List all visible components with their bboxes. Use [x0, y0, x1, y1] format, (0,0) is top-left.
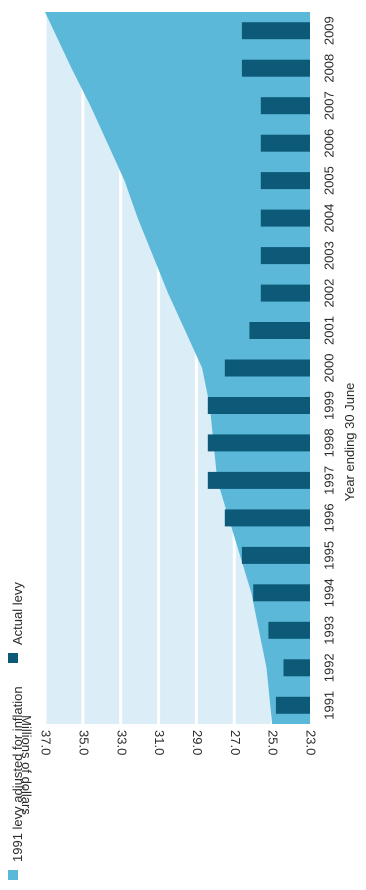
value-tick-label: 37.0	[39, 730, 54, 755]
year-tick-label: 2003	[321, 241, 336, 270]
year-tick-label: 1997	[321, 466, 336, 495]
plot-area	[43, 12, 312, 724]
legend: 1991 levy adjusted for inflation Actual …	[8, 582, 25, 880]
legend-swatch-inflation	[8, 870, 18, 880]
year-tick-labels: 1991 1992 1993 1994 1995 1996 1997 1998 1999 2000…	[321, 16, 336, 720]
bar-actual-2004	[260, 209, 310, 227]
bar-actual-1993	[268, 621, 310, 639]
bar-actual-2001	[249, 322, 310, 339]
year-tick-label: 2009	[321, 16, 336, 45]
bar-actual-2009	[241, 22, 310, 40]
bar-actual-2000	[224, 359, 310, 377]
actual-levy-bars	[207, 22, 310, 714]
year-tick-label: 2008	[321, 54, 336, 83]
year-tick-label: 1993	[321, 616, 336, 645]
bar-actual-1991	[275, 696, 310, 714]
year-tick-label: 2000	[321, 354, 336, 383]
year-tick-label: 1999	[321, 391, 336, 420]
legend-swatch-actual	[8, 653, 18, 663]
year-tick-label: 1992	[321, 653, 336, 682]
bar-actual-1999	[207, 397, 310, 414]
legend-label-inflation: 1991 levy adjusted for inflation	[10, 686, 25, 862]
value-tick-label: 33.0	[114, 730, 129, 755]
bar-actual-2003	[260, 247, 310, 265]
legend-item-inflation: 1991 levy adjusted for inflation	[8, 686, 25, 880]
year-tick-label: 2001	[321, 316, 336, 345]
bar-actual-2002	[260, 284, 310, 302]
year-tick-label: 2002	[321, 279, 336, 308]
bar-actual-1992	[283, 659, 310, 677]
year-axis-label: Year ending 30 June	[342, 383, 357, 502]
bar-actual-1995	[241, 546, 310, 564]
bar-actual-2005	[260, 172, 310, 190]
legend-item-actual: Actual levy	[8, 582, 25, 663]
value-tick-label: 25.0	[266, 730, 281, 755]
bar-actual-1996	[224, 509, 310, 527]
year-tick-label: 1991	[321, 691, 336, 720]
bar-actual-1997	[207, 471, 310, 489]
year-tick-label: 1994	[321, 578, 336, 607]
value-axis-label: Millions of dollars	[19, 715, 34, 815]
bar-actual-1994	[253, 584, 310, 602]
value-tick-label: 27.0	[228, 730, 243, 755]
year-tick-label: 1995	[321, 541, 336, 570]
year-tick-label: 2005	[321, 166, 336, 195]
bar-actual-2007	[260, 97, 310, 115]
year-tick-label: 1996	[321, 503, 336, 532]
bar-actual-2006	[260, 134, 310, 152]
value-tick-label: 31.0	[152, 730, 167, 755]
value-tick-label: 23.0	[304, 730, 319, 755]
year-tick-label: 1998	[321, 428, 336, 457]
value-tick-label: 29.0	[190, 730, 205, 755]
year-tick-label: 2006	[321, 129, 336, 158]
inflation-adjusted-area	[45, 12, 310, 724]
bar-actual-1998	[207, 434, 310, 452]
year-tick-label: 2004	[321, 204, 336, 233]
value-tick-labels: 23.0 25.0 27.0 29.0 31.0 33.0 35.0 37.0	[39, 730, 319, 755]
value-tick-label: 35.0	[76, 730, 91, 755]
year-tick-label: 2007	[321, 91, 336, 120]
bar-actual-2008	[241, 59, 310, 77]
legend-label-actual: Actual levy	[10, 582, 25, 645]
